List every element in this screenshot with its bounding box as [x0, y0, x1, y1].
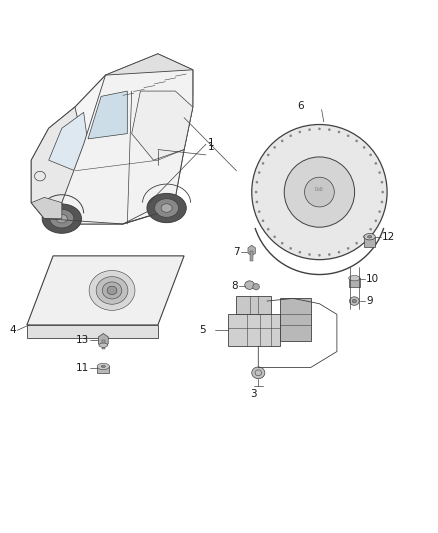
Ellipse shape	[290, 134, 292, 137]
Text: 5: 5	[199, 325, 206, 335]
Ellipse shape	[252, 125, 387, 260]
Ellipse shape	[338, 251, 340, 254]
Ellipse shape	[367, 236, 372, 238]
Text: 1: 1	[208, 138, 215, 148]
Ellipse shape	[381, 191, 384, 193]
Ellipse shape	[281, 140, 283, 142]
Ellipse shape	[107, 286, 117, 295]
Ellipse shape	[299, 251, 301, 254]
Ellipse shape	[258, 211, 261, 213]
Text: 13: 13	[76, 335, 89, 345]
Ellipse shape	[161, 204, 172, 212]
Ellipse shape	[374, 162, 377, 165]
Ellipse shape	[245, 281, 254, 289]
Ellipse shape	[355, 140, 358, 142]
Polygon shape	[237, 296, 272, 314]
Bar	[251, 251, 253, 261]
Text: 9: 9	[366, 296, 373, 306]
Ellipse shape	[378, 171, 381, 174]
Ellipse shape	[253, 284, 259, 290]
Ellipse shape	[352, 299, 357, 303]
Ellipse shape	[347, 247, 350, 250]
Polygon shape	[228, 314, 280, 346]
Ellipse shape	[273, 236, 276, 238]
Ellipse shape	[308, 253, 311, 256]
Bar	[349, 278, 360, 287]
Polygon shape	[31, 107, 84, 219]
Polygon shape	[106, 54, 193, 102]
Text: OoO: OoO	[315, 187, 324, 192]
Bar	[280, 298, 311, 341]
Polygon shape	[62, 70, 193, 224]
Polygon shape	[31, 54, 193, 224]
Polygon shape	[31, 197, 62, 219]
Ellipse shape	[261, 220, 264, 222]
Ellipse shape	[256, 181, 258, 183]
Ellipse shape	[273, 146, 276, 149]
Ellipse shape	[381, 181, 383, 183]
Ellipse shape	[42, 204, 81, 233]
Ellipse shape	[35, 171, 46, 181]
Polygon shape	[88, 91, 127, 139]
Ellipse shape	[89, 270, 135, 310]
Text: 3: 3	[251, 389, 257, 399]
Polygon shape	[132, 91, 193, 160]
Text: 8: 8	[231, 281, 238, 290]
Ellipse shape	[338, 131, 340, 133]
Ellipse shape	[102, 282, 122, 299]
Ellipse shape	[363, 236, 365, 238]
Ellipse shape	[378, 211, 381, 213]
Ellipse shape	[267, 228, 269, 231]
Ellipse shape	[299, 131, 301, 133]
Ellipse shape	[101, 366, 106, 368]
Ellipse shape	[363, 146, 365, 149]
Ellipse shape	[99, 343, 108, 348]
Ellipse shape	[347, 134, 350, 137]
Bar	[97, 367, 110, 373]
Ellipse shape	[318, 127, 321, 130]
Ellipse shape	[252, 367, 265, 378]
Ellipse shape	[155, 199, 179, 217]
Ellipse shape	[57, 214, 67, 223]
Text: 1: 1	[208, 142, 215, 152]
Text: 6: 6	[297, 101, 304, 111]
Ellipse shape	[369, 154, 372, 156]
Ellipse shape	[50, 209, 74, 228]
Polygon shape	[27, 256, 184, 325]
Polygon shape	[27, 325, 158, 338]
Ellipse shape	[355, 242, 358, 245]
Ellipse shape	[281, 242, 283, 245]
Text: 4: 4	[9, 325, 16, 335]
Ellipse shape	[96, 277, 128, 304]
Ellipse shape	[256, 200, 258, 203]
Text: 10: 10	[366, 274, 379, 284]
Polygon shape	[49, 112, 88, 171]
Text: 12: 12	[381, 232, 395, 243]
Ellipse shape	[147, 193, 186, 223]
Ellipse shape	[364, 233, 375, 240]
Ellipse shape	[284, 157, 355, 227]
Ellipse shape	[369, 228, 372, 231]
Bar	[364, 237, 375, 247]
Ellipse shape	[267, 154, 269, 156]
Ellipse shape	[258, 171, 261, 174]
Ellipse shape	[350, 297, 359, 305]
Ellipse shape	[328, 128, 331, 131]
Ellipse shape	[308, 128, 311, 131]
Ellipse shape	[97, 364, 110, 369]
Bar	[102, 341, 105, 349]
Ellipse shape	[381, 200, 383, 203]
Ellipse shape	[328, 253, 331, 256]
Ellipse shape	[255, 191, 258, 193]
Ellipse shape	[261, 162, 264, 165]
Ellipse shape	[304, 177, 334, 207]
Ellipse shape	[318, 254, 321, 256]
Ellipse shape	[374, 220, 377, 222]
Ellipse shape	[349, 276, 360, 281]
Text: 7: 7	[233, 247, 240, 256]
Ellipse shape	[290, 247, 292, 250]
Text: 11: 11	[76, 363, 89, 373]
